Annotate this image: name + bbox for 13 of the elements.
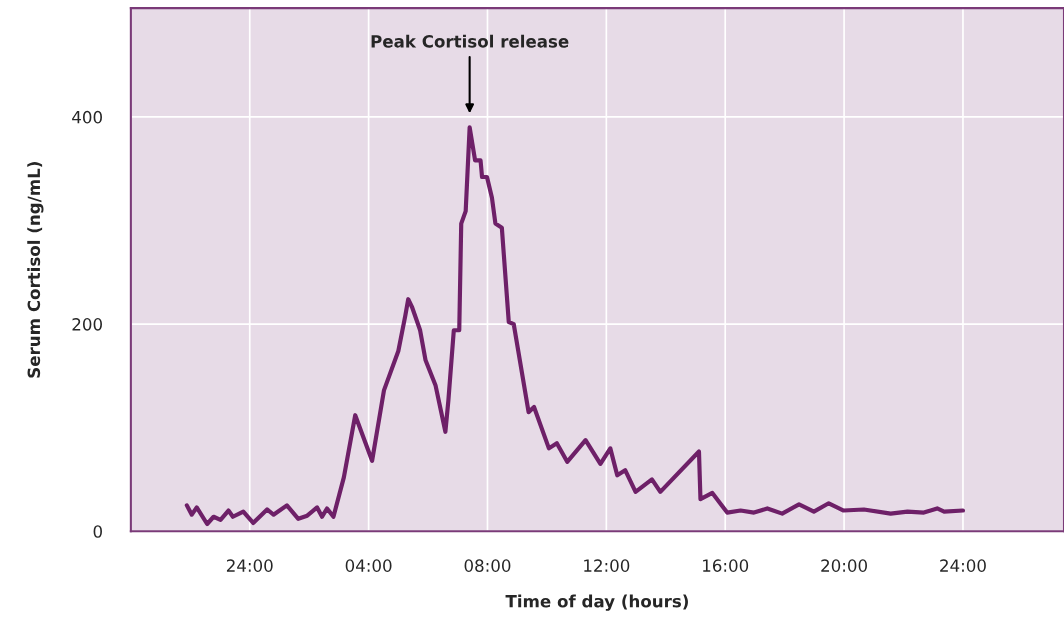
annotation: Peak Cortisol release [371,34,569,48]
x-tick-label: 24:00 [226,559,273,572]
y-axis-title: Serum Cortisol (ng/mL) [27,162,44,378]
x-tick-label: 16:00 [703,559,749,572]
x-axis-title: Time of day (hours) [505,594,688,611]
y-tick-label: 400 [72,110,102,124]
x-tick-label: 20:00 [821,559,867,572]
x-tick-label: 24:00 [940,559,986,572]
y-tick-label: 0 [93,525,102,538]
x-tick-label: 12:00 [584,559,630,572]
x-tick-label: 04:00 [345,559,392,572]
x-tick-label: 08:00 [464,559,511,572]
y-tick-label: 200 [72,318,102,331]
